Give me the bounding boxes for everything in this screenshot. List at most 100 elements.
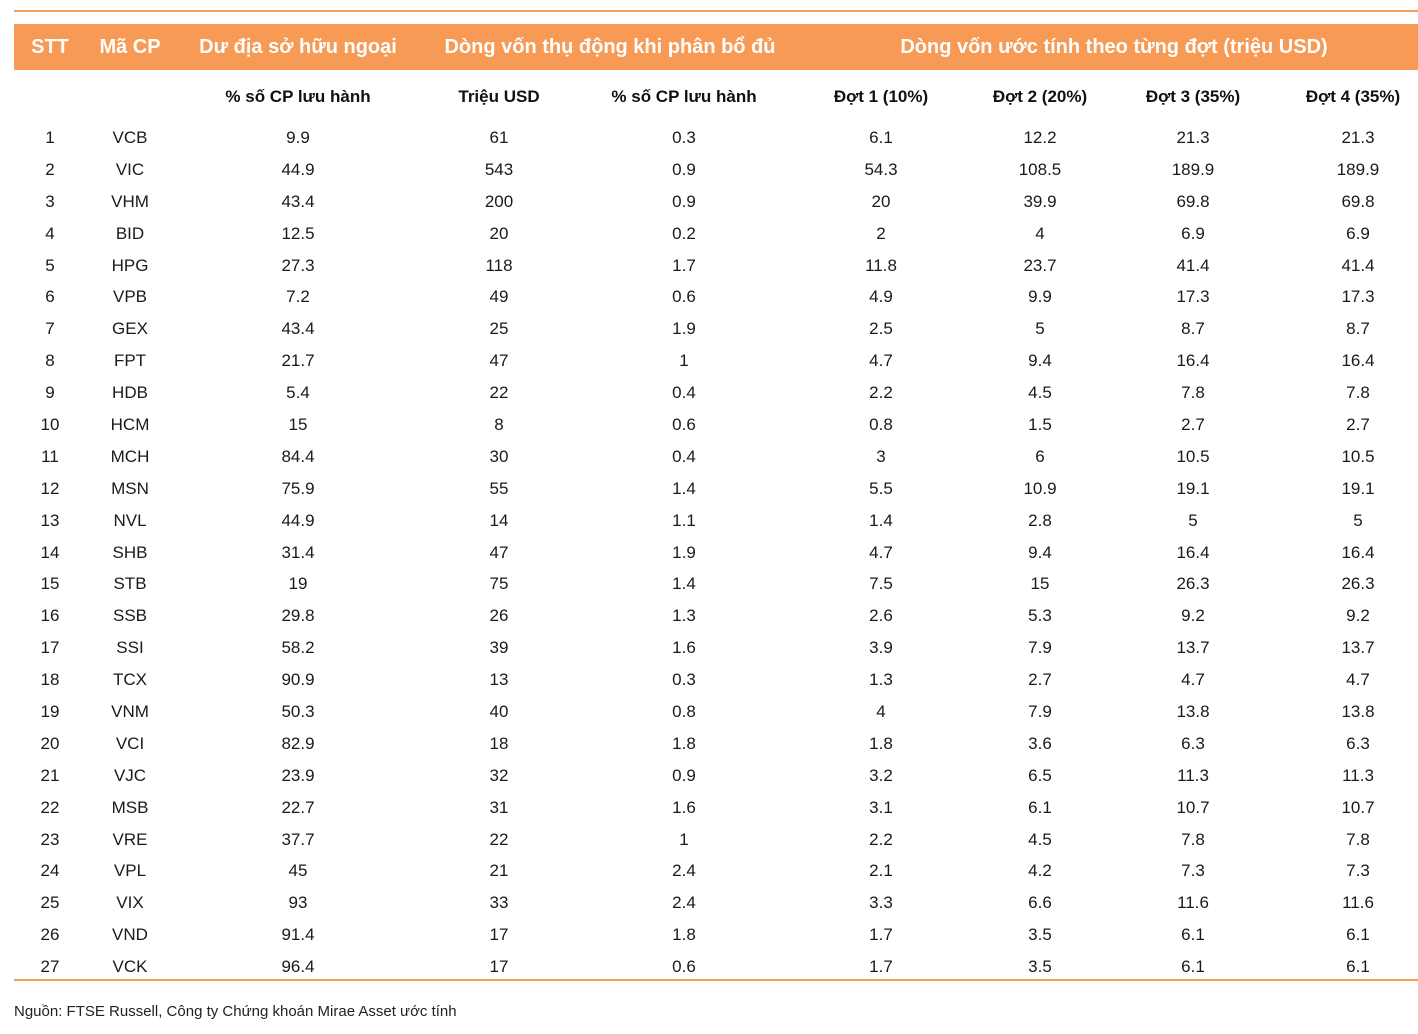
table-row: 11 MCH 84.4 30 0.4 3 6 10.5 10.5 — [14, 441, 1418, 473]
cell-dot-3: 9.2 — [1181, 606, 1205, 626]
table-row: 10 HCM 15 8 0.6 0.8 1.5 2.7 2.7 — [14, 409, 1418, 441]
cell-ticker: VJC — [113, 765, 147, 785]
cell-dot-1: 2.6 — [869, 606, 893, 626]
table-row: 26 VND 91.4 17 1.8 1.7 3.5 6.1 6.1 — [14, 919, 1418, 951]
header-stt: STT — [31, 36, 69, 58]
cell-ticker: SSI — [116, 638, 144, 658]
cell-foreign-room: 29.8 — [281, 606, 315, 626]
cell-dot-2: 5 — [1035, 319, 1045, 339]
cell-dot-4: 17.3 — [1341, 287, 1375, 307]
cell-ticker: VCI — [115, 733, 145, 753]
cell-stt: 15 — [40, 574, 60, 594]
cell-ticker: VPB — [112, 287, 148, 307]
cell-stt: 14 — [40, 542, 60, 562]
cell-stt: 16 — [40, 606, 60, 626]
cell-passive-usd: 40 — [489, 702, 509, 722]
subheader-dot-3: Đợt 3 (35%) — [1145, 87, 1241, 106]
cell-stt: 1 — [45, 128, 55, 147]
cell-dot-4: 8.7 — [1346, 319, 1370, 339]
cell-passive-usd: 25 — [489, 319, 509, 339]
cell-foreign-room: 90.9 — [281, 670, 315, 690]
cell-foreign-room: 15 — [288, 415, 308, 435]
cell-dot-1: 0.8 — [869, 415, 893, 435]
table-row: 3 VHM 43.4 200 0.9 20 39.9 69.8 69.8 — [14, 186, 1418, 218]
table-row: 16 SSB 29.8 26 1.3 2.6 5.3 9.2 9.2 — [14, 600, 1418, 632]
cell-ticker: TCX — [113, 670, 147, 690]
cell-passive-pct: 0.3 — [672, 128, 696, 147]
cell-passive-usd: 22 — [489, 383, 509, 403]
cell-dot-2: 108.5 — [1018, 159, 1062, 179]
cell-dot-1: 3.1 — [869, 797, 893, 817]
cell-dot-3: 16.4 — [1176, 351, 1210, 371]
cell-passive-pct: 1.1 — [672, 510, 696, 530]
cell-passive-pct: 0.2 — [672, 223, 696, 243]
table-row: 12 MSN 75.9 55 1.4 5.5 10.9 19.1 19.1 — [14, 473, 1418, 505]
cell-foreign-room: 44.9 — [281, 159, 315, 179]
cell-foreign-room: 93 — [288, 893, 308, 913]
cell-dot-2: 9.4 — [1028, 351, 1052, 371]
cell-foreign-room: 12.5 — [281, 223, 315, 243]
cell-dot-1: 2.5 — [869, 319, 893, 339]
cell-passive-pct: 1.8 — [672, 733, 696, 753]
table-row: 27 VCK 96.4 17 0.6 1.7 3.5 6.1 6.1 — [14, 951, 1418, 983]
cell-stt: 8 — [45, 351, 55, 371]
cell-dot-3: 6.1 — [1181, 957, 1205, 977]
cell-dot-4: 6.9 — [1346, 223, 1370, 243]
cell-foreign-room: 82.9 — [281, 733, 315, 753]
cell-ticker: VHM — [111, 191, 149, 211]
cell-passive-pct: 1.4 — [672, 574, 696, 594]
cell-dot-2: 4.2 — [1028, 861, 1052, 881]
cell-dot-4: 2.7 — [1346, 415, 1370, 435]
cell-passive-usd: 75 — [489, 574, 509, 594]
cell-dot-4: 5 — [1353, 510, 1363, 530]
cell-foreign-room: 27.3 — [281, 255, 315, 275]
cell-dot-3: 26.3 — [1176, 574, 1210, 594]
cell-stt: 6 — [45, 287, 55, 307]
cell-passive-usd: 55 — [489, 478, 509, 498]
cell-ticker: GEX — [112, 319, 148, 339]
cell-dot-4: 21.3 — [1341, 128, 1375, 147]
cell-passive-pct: 1.4 — [672, 478, 696, 498]
cell-dot-4: 19.1 — [1341, 478, 1375, 498]
cell-dot-3: 21.3 — [1176, 128, 1210, 147]
cell-dot-2: 9.4 — [1028, 542, 1052, 562]
cell-stt: 3 — [45, 191, 55, 211]
cell-dot-2: 7.9 — [1028, 702, 1052, 722]
cell-dot-3: 4.7 — [1181, 670, 1205, 690]
cell-passive-usd: 31 — [489, 797, 509, 817]
cell-passive-pct: 0.4 — [672, 383, 696, 403]
cell-ticker: MSB — [111, 797, 149, 817]
cell-dot-3: 13.7 — [1176, 638, 1210, 658]
cell-stt: 7 — [45, 319, 55, 339]
cell-dot-3: 6.1 — [1181, 925, 1205, 945]
cell-passive-usd: 543 — [484, 159, 514, 179]
table-row: 13 NVL 44.9 14 1.1 1.4 2.8 5 5 — [14, 505, 1418, 537]
cell-dot-1: 6.1 — [869, 128, 893, 147]
cell-dot-1: 3 — [876, 446, 886, 466]
cell-foreign-room: 50.3 — [281, 702, 315, 722]
cell-dot-2: 15 — [1030, 574, 1050, 594]
cell-passive-pct: 0.8 — [672, 702, 696, 722]
cell-stt: 13 — [40, 510, 60, 530]
cell-stt: 18 — [40, 670, 60, 690]
cell-dot-2: 6.5 — [1028, 765, 1052, 785]
cell-dot-2: 6.6 — [1028, 893, 1052, 913]
cell-dot-3: 6.9 — [1181, 223, 1205, 243]
header-dong-von-thu-dong: Dòng vốn thụ động khi phân bổ đủ — [444, 36, 776, 58]
cell-dot-4: 7.8 — [1346, 829, 1370, 849]
cell-dot-1: 3.9 — [869, 638, 893, 658]
cell-dot-4: 10.7 — [1341, 797, 1375, 817]
cell-passive-pct: 1.3 — [672, 606, 696, 626]
cell-foreign-room: 58.2 — [281, 638, 315, 658]
cell-passive-pct: 2.4 — [672, 893, 696, 913]
cell-dot-3: 10.5 — [1176, 446, 1210, 466]
cell-stt: 24 — [40, 861, 60, 881]
top-rule — [14, 10, 1418, 12]
cell-passive-pct: 0.6 — [672, 287, 696, 307]
cell-foreign-room: 9.9 — [286, 128, 310, 147]
cell-stt: 4 — [45, 223, 55, 243]
cell-passive-usd: 21 — [489, 861, 509, 881]
cell-foreign-room: 37.7 — [281, 829, 315, 849]
cell-dot-2: 12.2 — [1023, 128, 1057, 147]
cell-dot-3: 6.3 — [1181, 733, 1205, 753]
